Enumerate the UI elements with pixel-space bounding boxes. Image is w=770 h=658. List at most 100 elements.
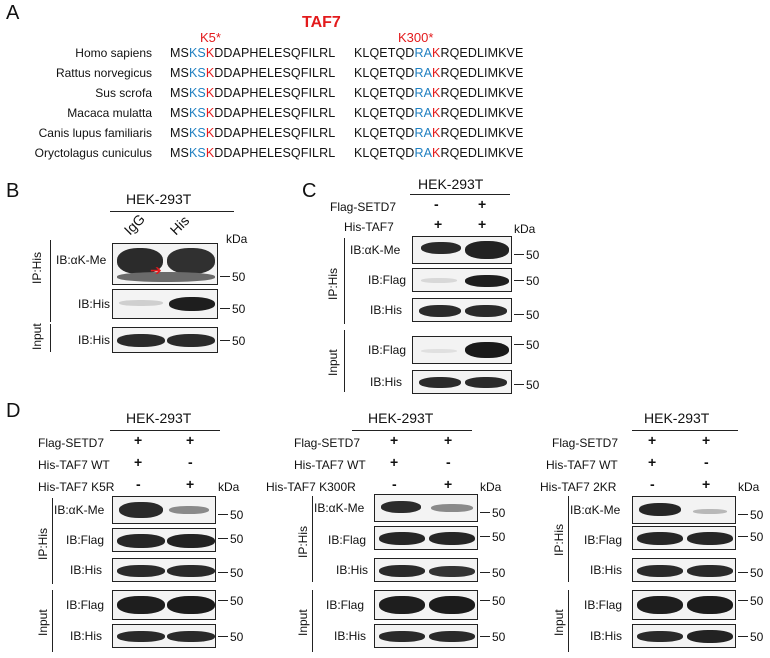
marker-tick [218,600,228,601]
ip-label: IP:His [36,527,50,560]
sequence-k300: KLQETQDRAKRQEDLIMKVE [354,86,524,100]
input-bracket [50,324,51,352]
marker-label: 50 [750,594,764,608]
blot-image [412,298,512,322]
blot-label: IB:Flag [66,533,105,547]
cell-line-label: HEK-293T [126,410,192,426]
sequence-k5: MSKSKDDAPHELESQFILRL [170,66,336,80]
marker-label: 50 [230,594,244,608]
blot-image [112,558,216,582]
panel-b-cell-line: HEK-293T [126,191,192,207]
kda-label: kDa [738,480,760,494]
blot-label: IB:His [78,333,111,347]
sequence-k300: KLQETQDRAKRQEDLIMKVE [354,106,524,120]
lane-label-his: His [166,212,193,238]
treatment-label: His-TAF7 [344,220,394,234]
marker-tick [738,514,748,515]
marker-tick [480,512,490,513]
lane-label-igg: IgG [120,210,148,238]
species-name: Canis lupus familiaris [38,126,152,140]
kda-label: kDa [226,232,248,246]
treatment-label: Flag-SETD7 [330,200,397,214]
treatment-sign: - [434,196,439,212]
kda-label: kDa [218,480,240,494]
blot-image [112,327,218,353]
marker-label: 50 [526,274,540,288]
marker-tick [220,340,230,341]
treatment-sign: + [434,216,443,232]
blot-image [374,590,478,620]
marker-label: 50 [492,630,506,644]
blot-image [112,624,216,648]
marker-label: 50 [492,506,506,520]
site-k300-label: K300* [398,30,434,45]
treatment-sign: + [186,432,195,448]
treatment-sign: - [704,454,709,470]
marker-tick [514,344,524,345]
marker-tick [220,276,230,277]
sequence-k5: MSKSKDDAPHELESQFILRL [170,126,336,140]
treatment-sign: - [136,476,141,492]
input-label: Input [326,349,340,376]
treatment-sign: + [390,454,399,470]
blot-image [112,243,218,285]
panel-a-title: TAF7 [302,14,341,31]
blot-image [632,526,736,550]
panel-c-divider [410,194,510,195]
input-bracket [312,590,313,652]
sequence-k5: MSKSKDDAPHELESQFILRL [170,86,336,100]
treatment-sign: + [390,432,399,448]
input-label: Input [30,323,44,350]
ip-label: IP:His [326,267,340,300]
blot-image [374,494,478,522]
blot-image [632,624,736,648]
treatment-sign: + [186,476,195,492]
sequence-k5: MSKSKDDAPHELESQFILRL [170,146,336,160]
treatment-sign: + [702,432,711,448]
species-name: Sus scrofa [95,86,152,100]
blot-image [412,268,512,292]
marker-label: 50 [750,508,764,522]
marker-label: 50 [230,630,244,644]
treatment-sign: + [648,432,657,448]
panel-a-letter: A [6,2,20,24]
panel-d-letter: D [6,400,21,422]
marker-tick [514,280,524,281]
blot-image [112,289,218,319]
marker-label: 50 [492,566,506,580]
marker-label: 50 [526,378,540,392]
blot-label: IB:His [334,629,367,643]
marker-label: 50 [232,302,246,316]
marker-tick [514,254,524,255]
blot-image [632,590,736,620]
blot-label: IB:His [590,563,623,577]
marker-label: 50 [750,630,764,644]
marker-label: 50 [232,270,246,284]
marker-tick [480,636,490,637]
treatment-sign: + [134,432,143,448]
treatment-sign: - [446,454,451,470]
blot-image [412,236,512,264]
panel-b-letter: B [6,180,20,202]
species-name: Oryctolagus cuniculus [34,146,152,160]
species-name: Macaca mulatta [67,106,152,120]
marker-label: 50 [526,338,540,352]
marker-tick [738,572,748,573]
kda-label: kDa [480,480,502,494]
ip-label: IP:His [552,523,566,556]
marker-tick [218,572,228,573]
treatment-label: His-TAF7 WT [38,458,110,472]
ip-bracket [568,496,569,582]
sequence-k300: KLQETQDRAKRQEDLIMKVE [354,46,524,60]
panel-c-cell-line: HEK-293T [418,176,484,192]
cell-line-divider [352,430,472,431]
cell-line-divider [110,430,220,431]
blot-label: IB:Flag [368,343,407,357]
treatment-label: His-TAF7 WT [294,458,366,472]
marker-label: 50 [750,530,764,544]
input-bracket [568,590,569,652]
blot-label: IB:Flag [326,598,365,612]
treatment-sign: + [478,196,487,212]
blot-label: IB:His [370,375,403,389]
sequence-k5: MSKSKDDAPHELESQFILRL [170,46,336,60]
